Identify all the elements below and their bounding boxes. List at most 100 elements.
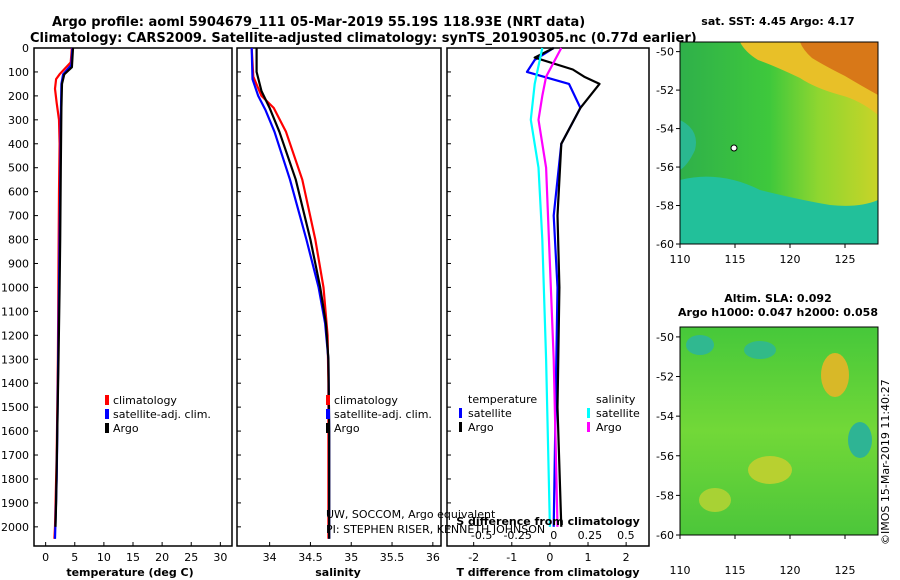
legend-swatch-climatology [326, 395, 330, 405]
depth-tick-label: 1500 [1, 401, 29, 414]
sla-low-blob-3 [848, 422, 872, 458]
legend-swatch-s-satellite [587, 408, 590, 418]
legend-label-t-satellite: satellite [468, 407, 512, 420]
depth-tick-label: 0 [22, 42, 29, 55]
temperature-x-axis: 0 5 10 15 20 25 30 [34, 47, 227, 564]
sla-map-title-line2: Argo h1000: 0.047 h2000: 0.058 [678, 306, 878, 319]
depth-tick-label: 500 [8, 162, 29, 175]
source-line1: UW, SOCCOM, Argo equivalent [326, 508, 496, 521]
sst-map-frame [679, 41, 879, 245]
legend-label-climatology: climatology [113, 394, 177, 407]
legend-label-s-argo: Argo [596, 421, 622, 434]
x-tick-label: 35.5 [380, 551, 405, 564]
depth-tick-label: 1300 [1, 353, 29, 366]
profile-line-temperature-satellite [525, 47, 582, 527]
lon-tick-label: 125 [835, 253, 856, 266]
profile-line-salinity-argo [537, 47, 563, 527]
lat-tick-label: -58 [656, 489, 674, 502]
depth-tick-label: 200 [8, 90, 29, 103]
legend-label-argo: Argo [334, 422, 360, 435]
lon-tick-label: 125 [835, 564, 856, 577]
sla-map-title-line1: Altim. SLA: 0.092 [724, 292, 831, 305]
legend-swatch-satellite [326, 409, 330, 419]
legend-label-satellite: satellite-adj. clim. [113, 408, 211, 421]
depth-tick-label: 1100 [1, 305, 29, 318]
x-tick-label: 5 [71, 551, 78, 564]
depth-axis: 0 100 200 300 400 500 600 700 800 900 1000 1100 1200… [1, 42, 29, 534]
lat-tick-label: -58 [656, 200, 674, 213]
x-tick-label: 35 [344, 551, 358, 564]
sst-hot-region [800, 42, 878, 95]
legend-label-t-argo: Argo [468, 421, 494, 434]
lat-tick-label: -60 [656, 238, 674, 251]
legend-label-satellite: satellite-adj. clim. [334, 408, 432, 421]
x-tick-label: -1 [506, 551, 517, 564]
salinity-legend: climatology satellite-adj. clim. Argo [326, 394, 432, 435]
x-tick-label: 15 [126, 551, 140, 564]
lon-tick-label: 115 [725, 564, 746, 577]
sla-low-blob-2 [744, 341, 776, 359]
lon-tick-label: 120 [780, 564, 801, 577]
salinity-x-label: salinity [315, 566, 361, 579]
legend-swatch-satellite [105, 409, 109, 419]
lat-tick-label: -50 [656, 331, 674, 344]
difference-legend: temperature satellite Argo salinity sate… [459, 393, 640, 434]
profile-line-argo [54, 47, 75, 527]
sla-high-blob-2 [748, 456, 792, 484]
sla-map-axes: 110 115 120 125 -50 -52 -54 -56 -58 -60 [656, 331, 855, 577]
legend-swatch-argo [105, 423, 109, 433]
s-diff-tick-label: 0.25 [578, 529, 603, 542]
salinity-difference-axis: -0.5 -0.25 0 0.25 0.5 [471, 529, 635, 542]
salinity-plot-frame [236, 47, 442, 547]
profile-line-satellite-adj-clim- [250, 47, 331, 539]
x-tick-label: 30 [213, 551, 227, 564]
salinity-difference-label: S difference from climatology [456, 515, 640, 528]
temperature-plot-frame [33, 47, 233, 547]
s-diff-tick-label: 0 [550, 529, 557, 542]
legend-swatch-argo [326, 423, 330, 433]
lon-tick-label: 110 [670, 564, 691, 577]
difference-panel: -2 -1 0 1 2 -0.5 -0.25 0 0.25 0.5 temperature sa… [446, 47, 650, 579]
depth-tick-label: 800 [8, 234, 29, 247]
lat-tick-label: -50 [656, 46, 674, 59]
legend-label-s-satellite: satellite [596, 407, 640, 420]
salinity-panel: 34 34.5 35 35.5 36 climatology satellite-adj… [236, 47, 545, 579]
sla-high-blob-3 [699, 488, 731, 512]
x-tick-label: 10 [97, 551, 111, 564]
temperature-legend: climatology satellite-adj. clim. Argo [105, 394, 211, 435]
x-tick-label: 2 [623, 551, 630, 564]
depth-tick-label: 1800 [1, 473, 29, 486]
credit-stamp: ©IMOS 15-Mar-2019 11:40:27 [879, 379, 892, 545]
x-tick-label: 34 [263, 551, 277, 564]
sla-high-blob-1 [821, 353, 849, 397]
difference-x-label: T difference from climatology [456, 566, 639, 579]
profile-line-temperature-argo [533, 47, 601, 527]
x-tick-label: 0 [42, 551, 49, 564]
lon-tick-label: 110 [670, 253, 691, 266]
lat-tick-label: -52 [656, 84, 674, 97]
sst-map-axes: 110 115 120 125 -50 -52 -54 -56 -58 -60 [656, 46, 855, 266]
lat-tick-label: -56 [656, 450, 674, 463]
salinity-profiles [250, 47, 331, 539]
depth-tick-label: 100 [8, 66, 29, 79]
lat-tick-label: -54 [656, 123, 674, 136]
legend-swatch-t-satellite [459, 408, 462, 418]
depth-tick-label: 1600 [1, 425, 29, 438]
x-tick-label: 36 [426, 551, 440, 564]
depth-tick-label: 400 [8, 138, 29, 151]
x-tick-label: 0 [546, 551, 553, 564]
header-title-line1: Argo profile: aoml 5904679_111 05-Mar-20… [52, 15, 585, 30]
depth-tick-label: 1900 [1, 497, 29, 510]
lat-tick-label: -52 [656, 371, 674, 384]
sst-map-panel: sat. SST: 4.45 Argo: 4.17 110 115 120 125 -5… [656, 15, 879, 266]
s-diff-tick-label: -0.5 [471, 529, 492, 542]
lat-tick-label: -60 [656, 529, 674, 542]
x-tick-label: 1 [585, 551, 592, 564]
s-diff-tick-label: -0.25 [503, 529, 531, 542]
lat-tick-label: -54 [656, 410, 674, 423]
depth-tick-label: 1200 [1, 329, 29, 342]
depth-tick-label: 1400 [1, 377, 29, 390]
source-line2: PI: STEPHEN RISER, KENNETH JOHNSON [326, 523, 545, 536]
temperature-profiles [53, 47, 75, 539]
legend-swatch-t-argo [459, 422, 462, 432]
